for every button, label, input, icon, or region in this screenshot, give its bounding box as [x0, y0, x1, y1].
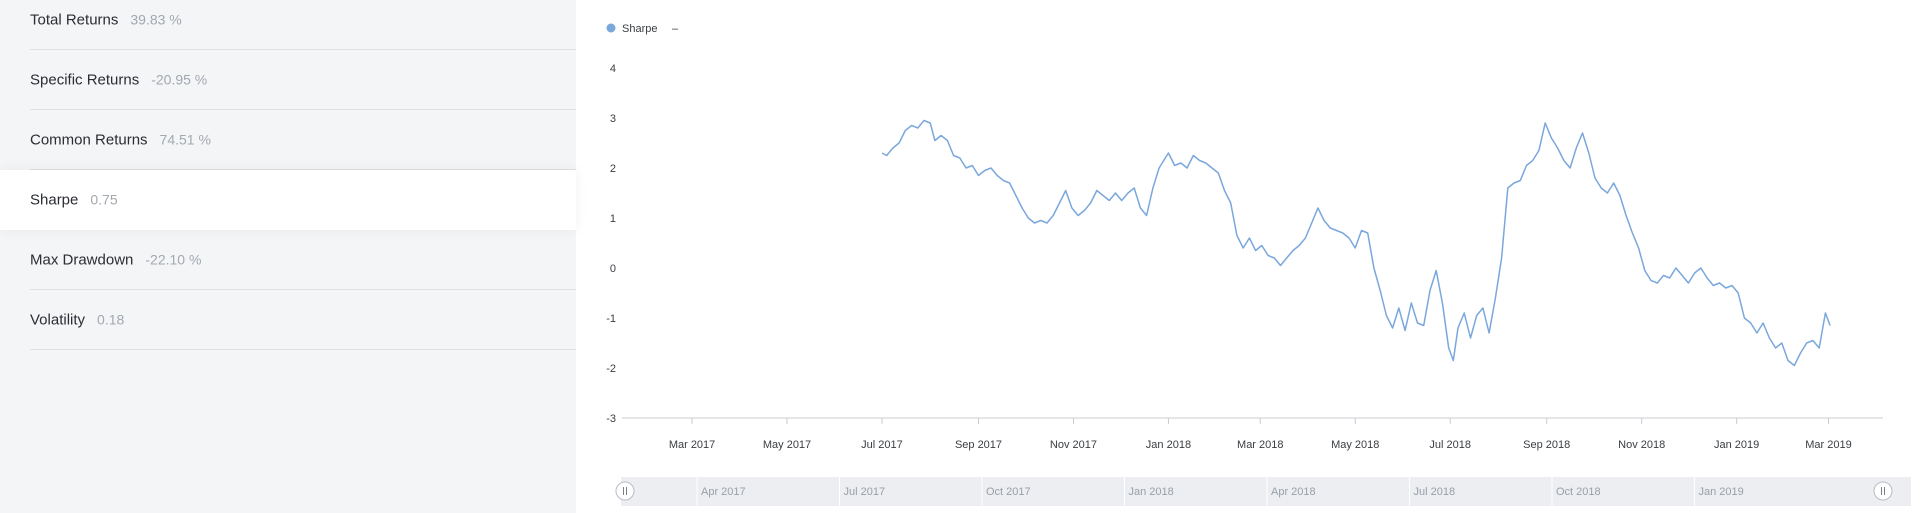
metric-value: -22.10 % [145, 251, 202, 268]
y-axis: -3 -2 -1 0 1 2 3 4 [606, 63, 616, 425]
navigator-track[interactable] [621, 477, 1911, 506]
metric-label: Common Returns 74.51 % [30, 131, 211, 149]
divider [30, 349, 576, 350]
y-tick-label: 3 [610, 113, 616, 125]
navigator-label: Jan 2019 [1699, 486, 1744, 498]
navigator-labels: Apr 2017 Jul 2017 Oct 2017 Jan 2018 Apr 2018… [696, 477, 1744, 506]
y-tick-label: 0 [610, 263, 616, 275]
x-tick-label: May 2018 [1331, 439, 1379, 451]
metric-row-max-drawdown[interactable]: Max Drawdown -22.10 % [0, 230, 576, 290]
y-tick-label: 4 [610, 63, 616, 75]
x-tick-label: Mar 2017 [669, 439, 715, 451]
legend-marker [606, 23, 616, 33]
divider [30, 109, 576, 110]
navigator-label: Oct 2017 [986, 486, 1031, 498]
metric-row-volatility[interactable]: Volatility 0.18 [0, 290, 576, 350]
sharpe-chart: Sharpe – -3 -2 -1 0 1 2 3 4 Mar 2017 May 2017 Jul… [606, 23, 1911, 506]
x-tick-label: Jul 2017 [861, 439, 903, 451]
legend[interactable]: Sharpe – [606, 23, 680, 35]
x-tick-label: Jan 2019 [1714, 439, 1759, 451]
legend-label: Sharpe [622, 23, 657, 35]
y-tick-label: -3 [606, 413, 616, 425]
metric-row-total-returns[interactable]: Total Returns 39.83 % [0, 0, 576, 50]
x-tick-label: Mar 2018 [1237, 439, 1283, 451]
divider [30, 49, 576, 50]
navigator-label: Jul 2018 [1414, 486, 1456, 498]
x-tick-label: Nov 2018 [1618, 439, 1665, 451]
metric-label: Max Drawdown -22.10 % [30, 251, 202, 269]
metric-value: -20.95 % [151, 71, 208, 88]
navigator-label: Apr 2017 [701, 486, 746, 498]
legend-suffix: – [672, 23, 679, 35]
divider [30, 289, 576, 290]
metric-label: Sharpe 0.75 [30, 191, 118, 209]
navigator-label: Oct 2018 [1556, 486, 1601, 498]
x-tick-label: Jul 2018 [1429, 439, 1471, 451]
metric-value: 74.51 % [159, 131, 211, 148]
chart-area: Sharpe – -3 -2 -1 0 1 2 3 4 Mar 2017 May 2017 Jul… [576, 0, 1920, 513]
metrics-panel: Total Returns 39.83 % Specific Returns -20… [0, 0, 576, 513]
x-tick-label: Sep 2018 [1523, 439, 1570, 451]
x-tick-label: Mar 2019 [1805, 439, 1851, 451]
y-tick-label: -1 [606, 313, 616, 325]
metric-row-common-returns[interactable]: Common Returns 74.51 % [0, 110, 576, 170]
metric-value: 0.18 [97, 311, 125, 328]
x-tick-label: Jan 2018 [1146, 439, 1191, 451]
x-tick-label: May 2017 [763, 439, 811, 451]
y-tick-label: -2 [606, 363, 616, 375]
y-tick-label: 2 [610, 163, 616, 175]
x-tick-label: Sep 2017 [955, 439, 1002, 451]
navigator-handle-left[interactable] [615, 481, 635, 501]
metric-label: Volatility 0.18 [30, 311, 125, 329]
x-tick-label: Nov 2017 [1050, 439, 1097, 451]
navigator-label: Jan 2018 [1129, 486, 1174, 498]
navigator-handle-right[interactable] [1873, 481, 1893, 501]
metric-label: Total Returns 39.83 % [30, 11, 182, 29]
y-tick-label: 1 [610, 213, 616, 225]
navigator-label: Jul 2017 [844, 486, 886, 498]
navigator-label: Apr 2018 [1271, 486, 1316, 498]
series-line-sharpe[interactable] [881, 119, 1831, 367]
metric-label: Specific Returns -20.95 % [30, 71, 208, 89]
metric-row-sharpe[interactable]: Sharpe 0.75 [0, 170, 576, 230]
x-axis: Mar 2017 May 2017 Jul 2017 Sep 2017 Nov 2017… [669, 418, 1852, 451]
divider [30, 169, 576, 170]
metric-row-specific-returns[interactable]: Specific Returns -20.95 % [0, 50, 576, 110]
metric-value: 0.75 [90, 191, 118, 208]
metric-value: 39.83 % [130, 11, 182, 28]
navigator[interactable]: Apr 2017 Jul 2017 Oct 2017 Jan 2018 Apr 2018… [615, 477, 1911, 506]
